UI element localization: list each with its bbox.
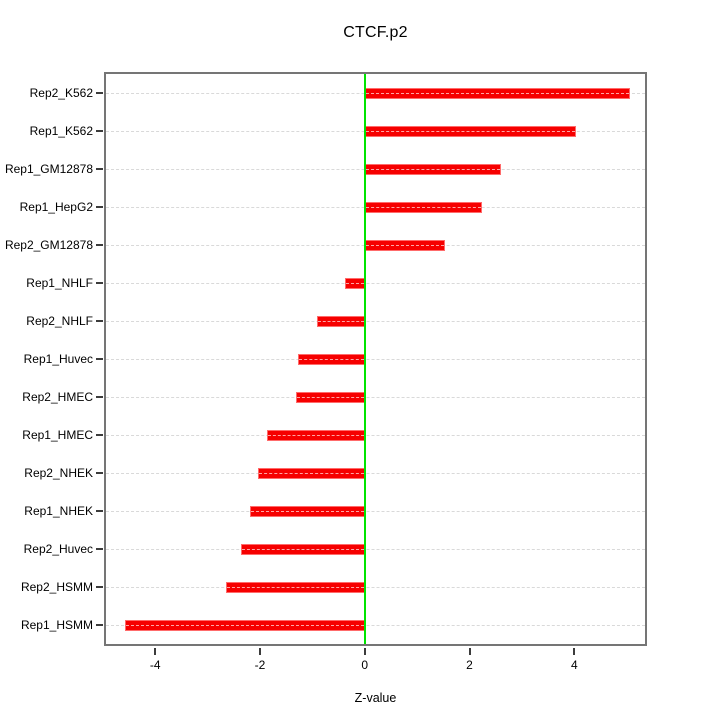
y-axis-tick <box>96 396 103 398</box>
x-axis-tick-label: 0 <box>361 658 369 672</box>
x-axis-tick-label: 2 <box>466 658 473 672</box>
bar-grid-overlay <box>296 396 364 398</box>
y-axis-tick <box>96 92 103 94</box>
bar-Rep1_GM12878 <box>364 163 502 175</box>
y-axis-label-Rep2_NHEK: Rep2_NHEK <box>24 466 93 480</box>
bar-Rep2_HSMM <box>225 581 365 593</box>
x-axis-title: Z-value <box>354 691 397 705</box>
bar-grid-overlay <box>259 472 364 474</box>
bar-grid-overlay <box>365 168 501 170</box>
y-axis-label-Rep2_HSMM: Rep2_HSMM <box>20 580 93 594</box>
bar-grid-overlay <box>250 510 364 512</box>
grid-line <box>106 549 645 550</box>
bar-grid-overlay <box>241 548 364 550</box>
y-axis-label-Rep1_NHLF: Rep1_NHLF <box>26 276 93 290</box>
grid-line <box>106 397 645 398</box>
bar-grid-overlay <box>365 206 481 208</box>
bar-Rep1_NHLF <box>345 277 365 289</box>
x-axis-tick <box>154 648 157 655</box>
chart-title: CTCF.p2 <box>343 24 408 41</box>
bar-grid-overlay <box>267 434 364 436</box>
y-axis-tick <box>96 168 103 170</box>
grid-line <box>106 511 645 512</box>
bar-Rep1_NHEK <box>249 505 365 517</box>
bar-grid-overlay <box>365 244 444 246</box>
grid-line <box>106 435 645 436</box>
bar-grid-overlay <box>299 358 364 360</box>
x-axis-tick <box>468 648 471 655</box>
grid-line <box>106 359 645 360</box>
y-axis-tick <box>96 548 103 550</box>
y-axis-tick <box>96 472 103 474</box>
x-axis-tick-label: -2 <box>254 658 266 672</box>
grid-line <box>106 587 645 588</box>
bar-Rep2_GM12878 <box>364 239 445 251</box>
plot-area <box>104 72 647 646</box>
bar-grid-overlay <box>365 130 575 132</box>
x-axis-tick <box>573 648 576 655</box>
bar-Rep2_NHLF <box>316 315 365 327</box>
grid-line <box>106 625 645 626</box>
bar-grid-overlay <box>317 320 364 322</box>
bar-Rep1_HMEC <box>266 429 365 441</box>
y-axis-tick <box>96 358 103 360</box>
zero-reference-line <box>363 74 366 644</box>
y-axis-tick <box>96 586 103 588</box>
bar-Rep1_Huvec <box>298 353 365 365</box>
bar-grid-overlay <box>365 92 630 94</box>
x-axis-tick <box>259 648 261 655</box>
y-axis-label-Rep2_HMEC: Rep2_HMEC <box>22 390 93 404</box>
y-axis-label-Rep1_HepG2: Rep1_HepG2 <box>19 200 93 214</box>
y-axis-label-Rep1_HMEC: Rep1_HMEC <box>22 428 93 442</box>
bar-Rep2_HMEC <box>295 391 365 403</box>
bar-grid-overlay <box>226 586 364 588</box>
x-axis-tick <box>363 648 366 655</box>
bar-Rep2_NHEK <box>258 467 365 479</box>
y-axis-label-Rep1_HSMM: Rep1_HSMM <box>20 618 93 632</box>
grid-line <box>106 473 645 474</box>
y-axis-tick <box>96 320 103 322</box>
y-axis-tick <box>96 282 103 284</box>
y-axis-tick <box>96 624 103 626</box>
y-axis-tick <box>96 130 103 132</box>
y-axis-label-Rep2_NHLF: Rep2_NHLF <box>26 314 93 328</box>
x-axis-tick-label: -4 <box>149 658 161 672</box>
y-axis-label-Rep1_NHEK: Rep1_NHEK <box>24 504 93 518</box>
y-axis-label-Rep1_GM12878: Rep1_GM12878 <box>4 162 93 176</box>
bar-Rep1_HepG2 <box>364 201 482 213</box>
bar-Rep2_K562 <box>364 87 631 99</box>
y-axis-label-Rep2_Huvec: Rep2_Huvec <box>23 542 93 556</box>
y-axis-tick <box>96 510 103 512</box>
y-axis-tick <box>96 206 103 208</box>
x-axis-tick-label: 4 <box>570 658 578 672</box>
bar-grid-overlay <box>125 624 364 626</box>
y-axis-label-Rep1_K562: Rep1_K562 <box>29 124 93 138</box>
bar-Rep1_K562 <box>364 125 576 137</box>
y-axis-label-Rep2_GM12878: Rep2_GM12878 <box>4 238 93 252</box>
grid-line <box>106 283 645 284</box>
y-axis-label-Rep1_Huvec: Rep1_Huvec <box>23 352 93 366</box>
y-axis-tick <box>96 244 103 246</box>
bar-Rep1_HSMM <box>124 619 365 631</box>
bar-Rep2_Huvec <box>240 543 365 555</box>
y-axis-tick <box>96 434 103 436</box>
grid-line <box>106 321 645 322</box>
y-axis-label-Rep2_K562: Rep2_K562 <box>29 86 93 100</box>
bar-grid-overlay <box>346 282 364 284</box>
